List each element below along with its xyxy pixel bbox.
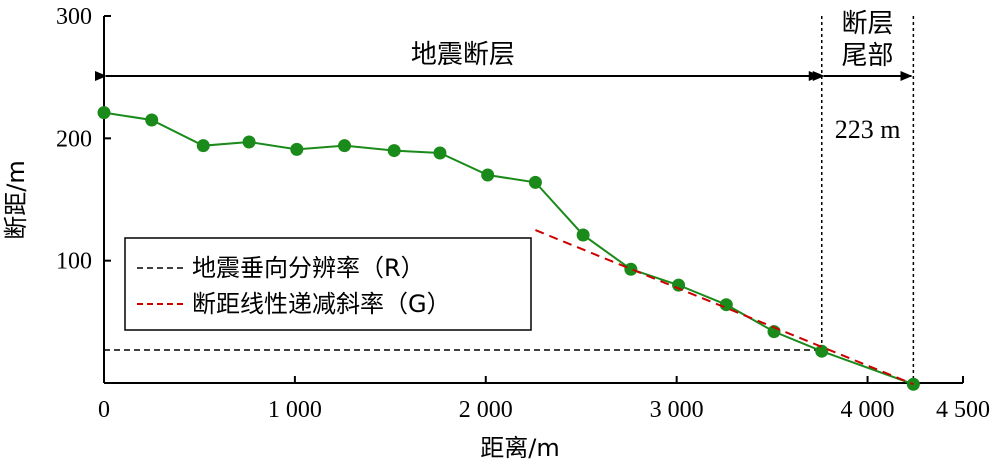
data-point: [528, 175, 542, 189]
data-point: [624, 262, 638, 276]
data-point: [242, 135, 256, 149]
x-tick-label: 3 000: [650, 397, 704, 423]
data-point: [145, 113, 159, 127]
data-point: [576, 228, 590, 242]
tail-span-annotation: 断层 尾部 223 m: [812, 9, 913, 144]
legend-slope-label: 断距线性递减斜率（G）: [192, 290, 451, 318]
y-tick-label: 200: [56, 126, 92, 152]
data-point: [338, 139, 352, 153]
data-point: [290, 142, 304, 156]
y-tick-label: 100: [56, 249, 92, 275]
data-point: [97, 106, 111, 120]
data-point: [481, 168, 495, 182]
data-point: [815, 344, 829, 358]
legend-box: [124, 237, 532, 331]
legend: 地震垂向分辨率（R） 断距线性递减斜率（G）: [124, 237, 532, 331]
slope-reference-line: [535, 229, 914, 386]
tail-label-line2: 尾部: [842, 41, 894, 71]
tail-length-label: 223 m: [835, 115, 901, 144]
x-tick-label: 4 000: [841, 397, 895, 423]
data-point: [433, 146, 447, 160]
tail-label-line1: 断层: [842, 9, 894, 39]
y-axis-title: 断距/m: [2, 160, 30, 239]
fault-span-annotation: 地震断层: [95, 40, 821, 81]
x-ticks: 0 1 000 2 000 3 000 4 000 4 500: [98, 376, 990, 423]
data-point: [672, 278, 686, 292]
data-point: [719, 298, 733, 312]
y-tick-label: 300: [56, 4, 92, 30]
x-tick-label: 0: [98, 397, 110, 423]
fault-label: 地震断层: [411, 40, 515, 70]
x-tick-label: 4 500: [936, 397, 990, 423]
data-point: [196, 139, 210, 153]
x-axis-title: 距离/m: [480, 434, 559, 462]
legend-resolution-label: 地震垂向分辨率（R）: [192, 254, 425, 282]
x-tick-label: 1 000: [268, 397, 322, 423]
x-tick-label: 2 000: [459, 397, 513, 423]
y-ticks: 100 200 300: [56, 4, 111, 275]
data-point: [387, 144, 401, 158]
displacement-series-points: [97, 106, 920, 391]
